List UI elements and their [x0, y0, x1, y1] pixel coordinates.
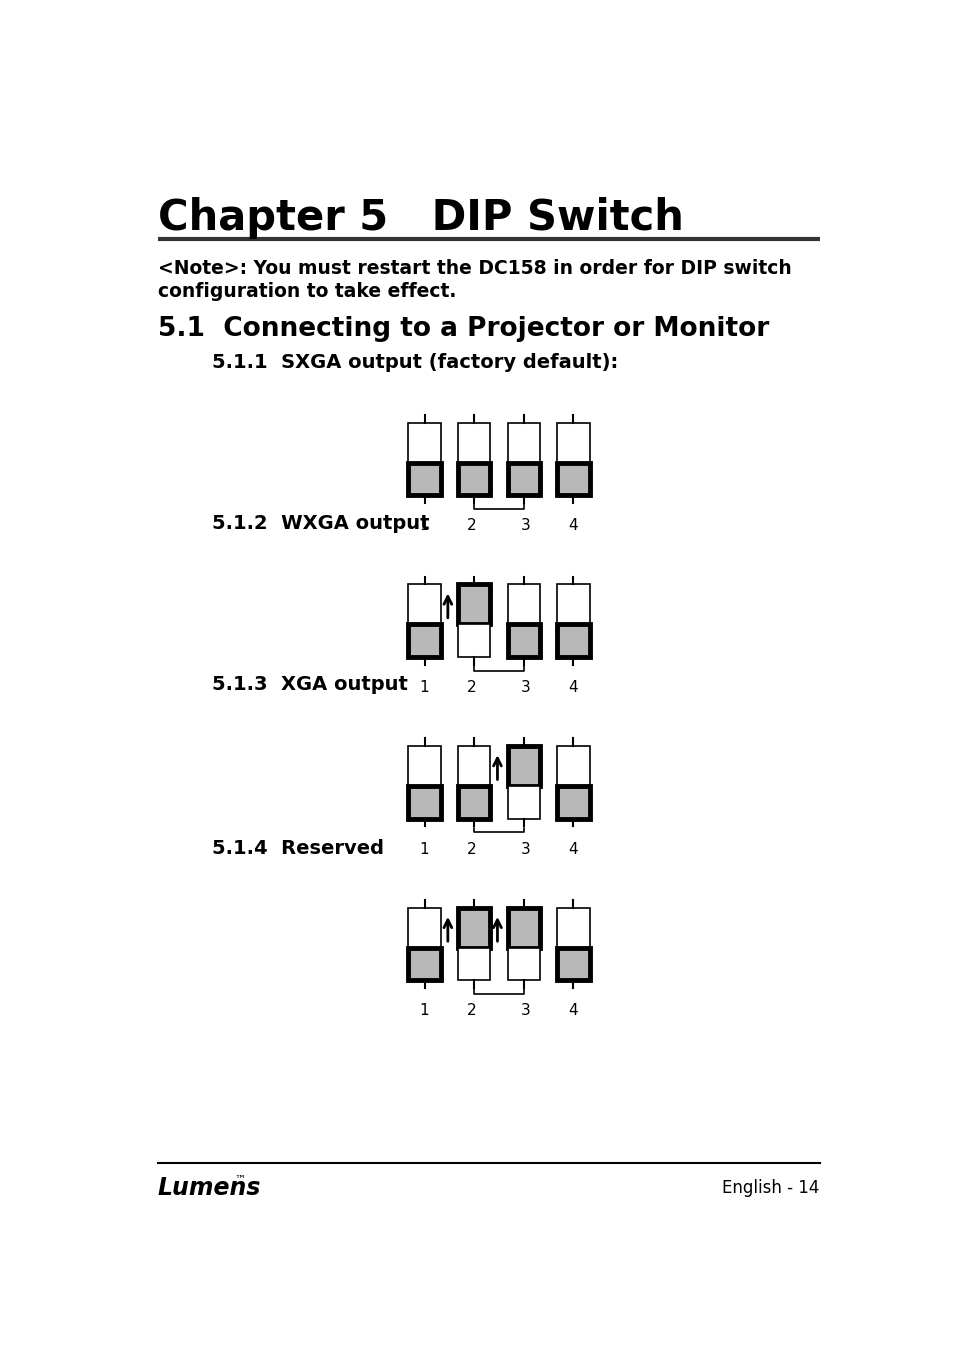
Bar — [408, 585, 440, 624]
Bar — [557, 585, 589, 624]
Bar — [457, 907, 490, 948]
Text: 3: 3 — [520, 519, 531, 533]
Bar — [457, 787, 490, 819]
Bar — [557, 422, 589, 463]
Text: 5.1.3  XGA output: 5.1.3 XGA output — [212, 674, 408, 693]
Bar — [408, 746, 440, 787]
Bar — [507, 463, 539, 496]
Bar — [507, 907, 539, 948]
Text: 3: 3 — [520, 842, 531, 857]
Bar — [408, 624, 440, 657]
Text: <Note>: You must restart the DC158 in order for DIP switch: <Note>: You must restart the DC158 in or… — [158, 259, 791, 278]
Bar — [457, 585, 490, 624]
Text: ™: ™ — [233, 1175, 245, 1185]
Bar — [557, 746, 589, 787]
Text: 4: 4 — [568, 842, 578, 857]
Bar — [457, 948, 490, 980]
Text: 3: 3 — [520, 680, 531, 695]
Text: 2: 2 — [467, 1003, 476, 1018]
Bar — [457, 422, 490, 463]
Bar — [557, 624, 589, 657]
Bar — [507, 787, 539, 819]
Text: 1: 1 — [419, 680, 429, 695]
Bar — [557, 463, 589, 496]
Text: 4: 4 — [568, 519, 578, 533]
Bar — [507, 585, 539, 624]
Text: 5.1.1  SXGA output (factory default):: 5.1.1 SXGA output (factory default): — [212, 353, 618, 372]
Text: configuration to take effect.: configuration to take effect. — [158, 282, 456, 301]
Bar — [557, 787, 589, 819]
Text: 2: 2 — [467, 519, 476, 533]
Bar — [507, 746, 539, 787]
Text: 5.1  Connecting to a Projector or Monitor: 5.1 Connecting to a Projector or Monitor — [158, 317, 768, 343]
Text: English - 14: English - 14 — [721, 1179, 819, 1197]
Bar — [457, 463, 490, 496]
Bar — [507, 624, 539, 657]
Bar — [507, 422, 539, 463]
Bar — [408, 787, 440, 819]
Text: 4: 4 — [568, 1003, 578, 1018]
Bar — [457, 746, 490, 787]
Text: 1: 1 — [419, 519, 429, 533]
Text: 2: 2 — [467, 680, 476, 695]
Text: Lumens: Lumens — [158, 1175, 261, 1200]
Text: 1: 1 — [419, 842, 429, 857]
Text: 3: 3 — [520, 1003, 531, 1018]
Bar — [557, 907, 589, 948]
Bar — [408, 422, 440, 463]
Text: 5.1.2  WXGA output: 5.1.2 WXGA output — [212, 513, 429, 532]
Text: 1: 1 — [419, 1003, 429, 1018]
Bar — [457, 624, 490, 657]
Bar — [557, 948, 589, 980]
Bar — [408, 948, 440, 980]
Text: 5.1.4  Reserved: 5.1.4 Reserved — [212, 838, 384, 857]
Bar — [507, 948, 539, 980]
Bar — [408, 463, 440, 496]
Bar — [408, 907, 440, 948]
Text: 2: 2 — [467, 842, 476, 857]
Text: 4: 4 — [568, 680, 578, 695]
Text: Chapter 5   DIP Switch: Chapter 5 DIP Switch — [158, 198, 683, 240]
